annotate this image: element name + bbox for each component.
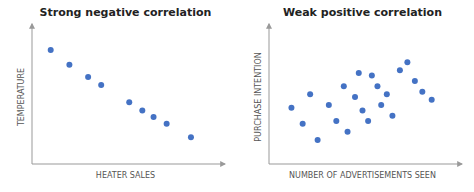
point xyxy=(365,118,371,124)
point xyxy=(66,62,72,68)
point xyxy=(126,99,132,105)
title: Strong negative correlation xyxy=(40,6,212,19)
point xyxy=(98,82,104,88)
x-axis-label: NUMBER OF ADVERTISEMENTS SEEN xyxy=(289,171,436,180)
y-axis xyxy=(269,24,270,164)
points xyxy=(288,59,434,143)
point xyxy=(345,129,351,135)
title: Weak positive correlation xyxy=(283,6,442,19)
chart-svg: Strong negative correlation HEATER SALES T… xyxy=(0,0,474,192)
point xyxy=(360,107,366,113)
point xyxy=(384,91,390,97)
y-axis xyxy=(32,24,33,164)
point xyxy=(85,74,91,80)
point xyxy=(151,114,157,120)
point xyxy=(315,137,321,143)
point xyxy=(397,67,403,73)
chart-container: Strong negative correlation HEATER SALES T… xyxy=(0,0,474,192)
point xyxy=(288,105,294,111)
point xyxy=(412,78,418,84)
point xyxy=(352,94,358,100)
point xyxy=(389,113,395,119)
x-axis xyxy=(32,164,225,165)
point xyxy=(139,107,145,113)
point xyxy=(369,73,375,79)
panel: Weak positive correlation NUMBER OF ADVER… xyxy=(254,6,462,180)
point xyxy=(326,102,332,108)
point xyxy=(307,91,313,97)
points xyxy=(48,47,194,140)
point xyxy=(300,121,306,127)
point xyxy=(404,59,410,65)
point xyxy=(188,134,194,140)
point xyxy=(356,70,362,76)
point xyxy=(419,89,425,95)
x-axis xyxy=(269,164,462,165)
y-axis-label: TEMPERATURE xyxy=(17,68,26,127)
point xyxy=(374,83,380,89)
point xyxy=(48,47,54,53)
point xyxy=(429,97,435,103)
point xyxy=(378,102,384,108)
point xyxy=(333,118,339,124)
point xyxy=(164,121,170,127)
y-axis-label: PURCHASE INTENTION xyxy=(254,52,263,141)
point xyxy=(341,83,347,89)
panel: Strong negative correlation HEATER SALES T… xyxy=(17,6,225,180)
x-axis-label: HEATER SALES xyxy=(96,171,155,180)
